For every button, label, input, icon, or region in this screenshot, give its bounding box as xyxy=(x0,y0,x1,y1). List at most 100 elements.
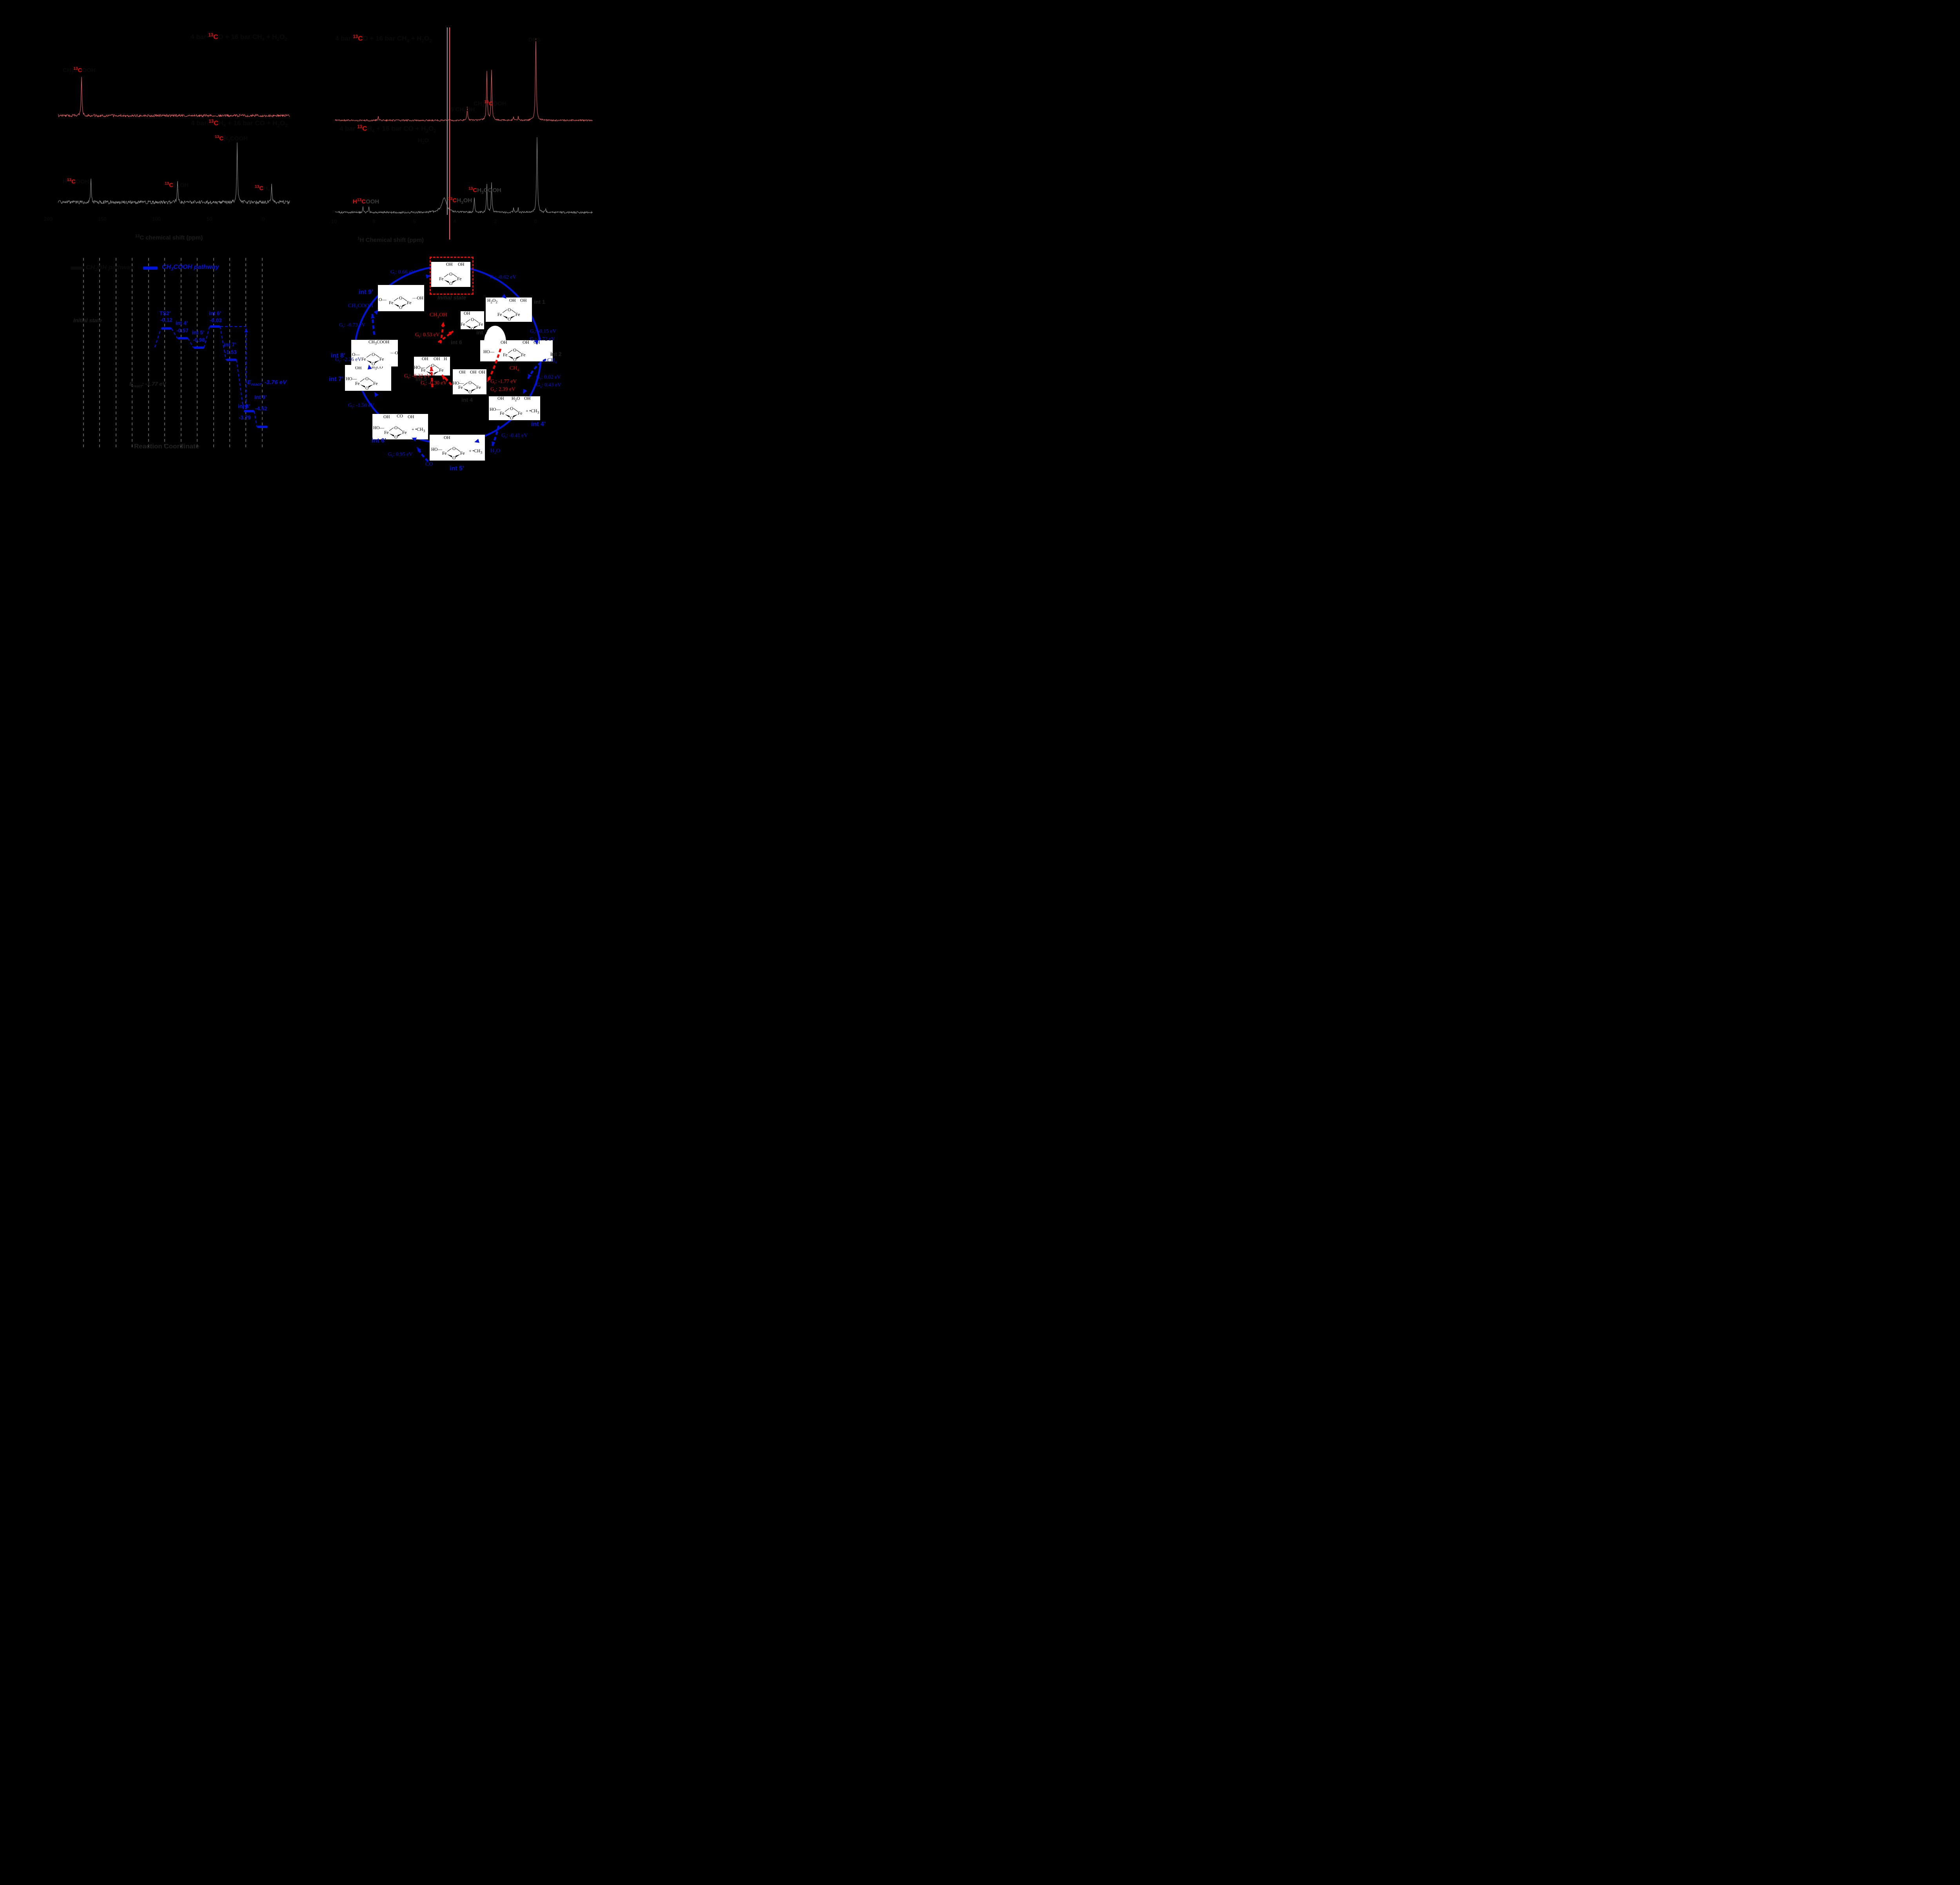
structure-int2-ligand-0: OH xyxy=(501,340,507,345)
structure-int9p-ligand-1: ⋯OH xyxy=(412,296,424,301)
cycle-gr-m177: Gr: -1.77 eV xyxy=(490,378,517,385)
structure-initial-state-core: Fe Fe OO xyxy=(439,272,462,286)
structure-int2-atom: Fe xyxy=(503,353,508,357)
panel-c-legend-ch3oh: CH3OH pathway xyxy=(86,264,134,272)
spectrum-a-gray xyxy=(58,142,290,205)
structure-int4p-atom: Fe xyxy=(518,411,523,416)
panel-b-peak-13ch3cooh: 13CH3COOH xyxy=(468,187,501,195)
cycle-arrow-4 xyxy=(486,348,502,383)
structure-initial-state-atom: O xyxy=(449,272,452,277)
polygon xyxy=(466,325,470,328)
cycle-label-int4p: int 4’ xyxy=(531,421,546,428)
cycle-label-int6p: int 6’ xyxy=(372,437,387,444)
structure-initial-state-atom: Fe xyxy=(439,277,444,281)
cycle-arrow-4-head xyxy=(487,377,491,382)
structure-int5-ligand-3: HO— xyxy=(414,365,425,370)
structure-int2-ligand-1: OH xyxy=(523,340,529,345)
polygon xyxy=(426,371,431,374)
panel-b-peak-5ch3oh: 5 CH3OH xyxy=(450,106,475,114)
line xyxy=(375,354,380,358)
polygon xyxy=(474,325,479,328)
structure-int7-atom: Fe xyxy=(461,322,465,327)
structure-int6p-atom: Fe xyxy=(384,430,389,435)
line xyxy=(360,378,365,382)
structure-int1-ligand-0: H2O2 xyxy=(487,298,498,305)
panel-c-label-int5p: int 5’ xyxy=(192,330,205,336)
cycle-arrow-7-head xyxy=(441,322,445,327)
polygon xyxy=(456,454,460,457)
structure-int5-ligand-1: OH xyxy=(434,357,440,361)
line xyxy=(426,365,431,369)
structure-int5-ligand-2: H xyxy=(444,357,447,361)
structure-int4-ligand-0: OH xyxy=(459,370,466,375)
panel-a-x-axis-label: 13C chemical shift (ppm) xyxy=(135,234,203,241)
cycle-gr-053: Gr: 0.53 eV xyxy=(415,332,440,339)
polygon xyxy=(511,316,515,319)
panel-b-upper-condition: 4 bar 13CO + 16 bar CH4 + H2O2 xyxy=(335,34,432,44)
line xyxy=(516,350,521,354)
panel-c-connector-5 xyxy=(254,411,258,427)
structure-int4-core: Fe Fe O O xyxy=(458,381,481,395)
cycle-label-int4: int 4 xyxy=(461,397,473,403)
panel-a-lower-condition: 4 bar 13CH4 + 16 bar CO + H2O2 xyxy=(191,119,288,129)
panel-c-ereact-arrow-up xyxy=(244,328,248,332)
structure-int7-atom: Fe xyxy=(479,322,483,327)
structure-int7p-atom: Fe xyxy=(355,381,360,386)
panel-b-tick-6: 6 xyxy=(413,218,416,224)
cycle-gr-m015: Gr: -0.15 eV xyxy=(530,328,557,335)
polygon xyxy=(375,360,379,363)
structure-int4p-atom: O xyxy=(510,406,513,411)
panel-a-peak-13ch3oh: 13CH3OH xyxy=(165,181,189,190)
panel-c-label-int6p: int 6’ xyxy=(209,310,221,316)
panel-c-x-axis-label: Reaction Coordinate xyxy=(134,443,200,450)
structure-int2-core: Fe Fe OO xyxy=(503,348,526,362)
panel-c-connector-4 xyxy=(236,359,244,412)
cycle-arrow-0-head xyxy=(528,374,532,379)
structure-int8p-atom: Fe xyxy=(361,357,366,362)
cycle-gr-m062: Gr: -0.62 eV xyxy=(490,274,517,281)
structure-int4-ligand-1: OH xyxy=(470,370,477,375)
polygon xyxy=(444,280,449,283)
panel-c-level-int8 xyxy=(243,410,254,412)
structure-initial-state-ligand-0: OH xyxy=(446,262,453,267)
cycle-arrow-2-head xyxy=(417,447,421,452)
cycle-arrowhead-5 xyxy=(412,437,417,442)
panel-c-legend-swatch-black xyxy=(71,267,83,270)
polygon xyxy=(503,316,507,319)
structure-int1-core: Fe Fe O O xyxy=(497,308,520,322)
panel-b-peak-ch3-13cooh: CH313COOH xyxy=(474,100,506,108)
structure-int2-atom: O xyxy=(513,348,516,353)
line xyxy=(397,427,403,431)
line xyxy=(472,382,477,386)
cycle-species-ch4-blue: CH4 xyxy=(547,357,557,365)
cycle-arrowhead-8 xyxy=(374,310,378,315)
structure-int8p-ligand-0: CH3COOH xyxy=(368,340,390,346)
structure-int5p-atom: Fe xyxy=(460,451,465,456)
structure-int5-core: Fe Fe O O xyxy=(421,363,444,377)
line xyxy=(463,382,468,386)
panel-c-label-int8p: int 8’ xyxy=(238,403,250,409)
line xyxy=(402,298,407,301)
structure-int6p-ligand-0: OH xyxy=(383,415,390,419)
cycle-label-int9p: int 9’ xyxy=(359,289,374,296)
structure-int8p-ligand-1: O— xyxy=(352,352,360,357)
cycle-label-initial-state: Initial state xyxy=(437,294,466,301)
structure-int9p-atom: O xyxy=(399,305,402,310)
cycle-label-int7p: int 7’ xyxy=(329,376,344,383)
line xyxy=(513,408,518,412)
panel-c-black-ereact-label: Ereact: -1.77 eV xyxy=(129,381,166,388)
structure-int4-atom: Fe xyxy=(476,385,481,390)
cycle-gr-095: Gr: 0.95 eV xyxy=(388,451,413,458)
cycle-ga-043: Ga: 0.43 eV xyxy=(536,382,561,389)
cycle-arrow-1-head xyxy=(492,441,495,446)
structure-int5p-ligand-0: OH xyxy=(444,435,450,440)
structure-int1-atom: O xyxy=(508,317,511,322)
panel-c-connector-3 xyxy=(220,326,227,360)
structure-int7-core: Fe Fe OO xyxy=(461,317,483,332)
figure-root: OH OH Fe Fe O O O— ⋯OH Fe Fe O O H2O2 OH OH Fe Fe O O OH Fe F… xyxy=(0,0,600,472)
panel-c-energy-int5p: -0.98 xyxy=(193,337,205,343)
polygon xyxy=(402,304,407,307)
nmr-spectra-layer xyxy=(58,27,593,450)
polygon xyxy=(397,434,402,437)
